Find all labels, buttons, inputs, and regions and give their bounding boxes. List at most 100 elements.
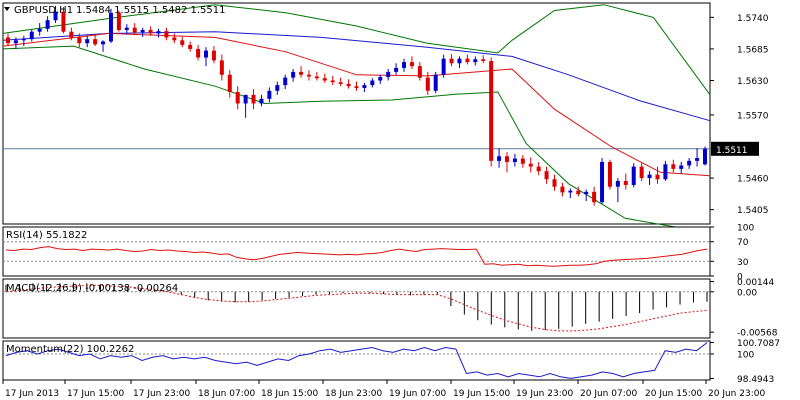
candle-body xyxy=(267,90,272,99)
candle-body xyxy=(655,174,660,180)
candle-body xyxy=(552,179,557,187)
price-axis-tick-label: 1.5685 xyxy=(737,45,769,55)
price-axis-tick-label: 1.5460 xyxy=(737,175,769,185)
momentum-axis-tick-label: 100.7087 xyxy=(737,339,780,349)
macd-axis-tick-label: 0.00144 xyxy=(737,278,774,288)
candle-body xyxy=(93,39,98,45)
momentum-axis-tick-label: 100 xyxy=(737,351,754,361)
price-axis-tick-label: 1.5630 xyxy=(737,77,769,87)
x-tick-label: 19 Jun 15:00 xyxy=(453,389,510,399)
candle-body xyxy=(544,171,549,180)
candle-body xyxy=(85,39,90,44)
candle-body xyxy=(204,50,209,58)
rsi-axis-tick-label: 100 xyxy=(737,224,754,234)
candle-body xyxy=(37,28,42,32)
candle-body xyxy=(473,59,478,63)
candle-body xyxy=(481,59,486,61)
candle-body xyxy=(663,164,668,180)
candle-body xyxy=(69,31,74,38)
macd-axis-tick-label: -0.00568 xyxy=(737,329,778,339)
candle-body xyxy=(441,58,446,75)
candle-body xyxy=(346,83,351,87)
candle-body xyxy=(61,11,66,32)
candle-body xyxy=(536,166,541,172)
rsi-line xyxy=(5,246,708,267)
candle-body xyxy=(647,174,652,179)
price-frame xyxy=(2,2,711,225)
x-tick-label: 18 Jun 23:00 xyxy=(325,389,382,399)
candle-body xyxy=(568,190,573,193)
candle-body xyxy=(362,85,367,88)
candle-body xyxy=(251,94,256,104)
candle-body xyxy=(607,162,612,187)
candle-body xyxy=(299,71,304,75)
candle-body xyxy=(140,29,145,33)
rsi-panel: 100 70 30 0 xyxy=(2,224,754,283)
candle-body xyxy=(592,191,597,203)
candle-body xyxy=(394,67,399,72)
candle-body xyxy=(671,164,676,169)
candle-body xyxy=(330,80,335,83)
candle-body xyxy=(275,85,280,91)
candle-body xyxy=(679,165,684,169)
candle-body xyxy=(124,27,129,30)
macd-axis-tick-label: 0.00 xyxy=(737,288,757,298)
candle-body xyxy=(560,186,565,193)
candle-body xyxy=(409,62,414,67)
candle-body xyxy=(584,191,589,195)
symbol-label: GBPUSD,H1 xyxy=(14,5,73,16)
price-axis-tick-label: 1.5405 xyxy=(737,206,769,216)
x-tick-label: 17 Jun 2013 xyxy=(5,389,59,399)
x-tick-label: 20 Jun 07:00 xyxy=(580,389,637,399)
macd-label: MACD(12,26,9) -0.00138 -0.00264 xyxy=(6,283,178,294)
candle-body xyxy=(504,156,509,163)
last-price-box xyxy=(711,141,759,156)
upper-bollinger-band xyxy=(2,4,711,96)
candle-body xyxy=(196,48,201,58)
candle-body xyxy=(314,76,319,79)
x-tick-label: 19 Jun 23:00 xyxy=(516,389,573,399)
price-panel: 1.5740 1.5685 1.5630 1.5570 1.5460 1.5405 1.55… xyxy=(2,2,769,228)
candle-body xyxy=(386,71,391,78)
candle-body xyxy=(631,166,636,185)
candle-body xyxy=(497,156,502,161)
candle-body xyxy=(132,27,137,33)
momentum-axis-tick-label: 98.4943 xyxy=(737,375,774,385)
moving-average-fast xyxy=(2,32,711,177)
candle-body xyxy=(188,44,193,49)
candle-body xyxy=(695,157,700,161)
x-axis: 17 Jun 2013 17 Jun 15:00 17 Jun 23:00 18 Ju… xyxy=(2,380,765,399)
momentum-line xyxy=(5,342,708,379)
candle-body xyxy=(378,77,383,81)
candle-body xyxy=(402,62,407,68)
candle-body xyxy=(639,166,644,179)
x-tick-label: 17 Jun 23:00 xyxy=(133,389,190,399)
macd-frame xyxy=(2,278,711,339)
candle-body xyxy=(417,66,422,78)
candle-body xyxy=(148,29,153,34)
candle-body xyxy=(687,160,692,166)
moving-average-slow xyxy=(2,31,711,122)
candle-body xyxy=(291,71,296,78)
macd-signal-line xyxy=(5,284,708,332)
x-tick-label: 18 Jun 15:00 xyxy=(261,389,318,399)
candle-body xyxy=(433,74,438,91)
candle-body xyxy=(227,74,232,92)
x-tick-label: 20 Jun 15:00 xyxy=(645,389,702,399)
candle-body xyxy=(13,40,18,44)
candle-body xyxy=(53,11,58,21)
candle-body xyxy=(21,39,26,41)
candle-body xyxy=(489,60,494,161)
candle-body xyxy=(520,158,525,164)
x-tick-label: 20 Jun 23:00 xyxy=(708,389,765,399)
candle-body xyxy=(259,98,264,104)
rsi-frame xyxy=(2,226,711,277)
candle-body xyxy=(465,58,470,63)
candle-body xyxy=(425,77,430,91)
candle-body xyxy=(449,58,454,64)
candle-body xyxy=(615,180,620,187)
candle-body xyxy=(235,91,240,104)
lower-bollinger-band xyxy=(2,45,675,228)
